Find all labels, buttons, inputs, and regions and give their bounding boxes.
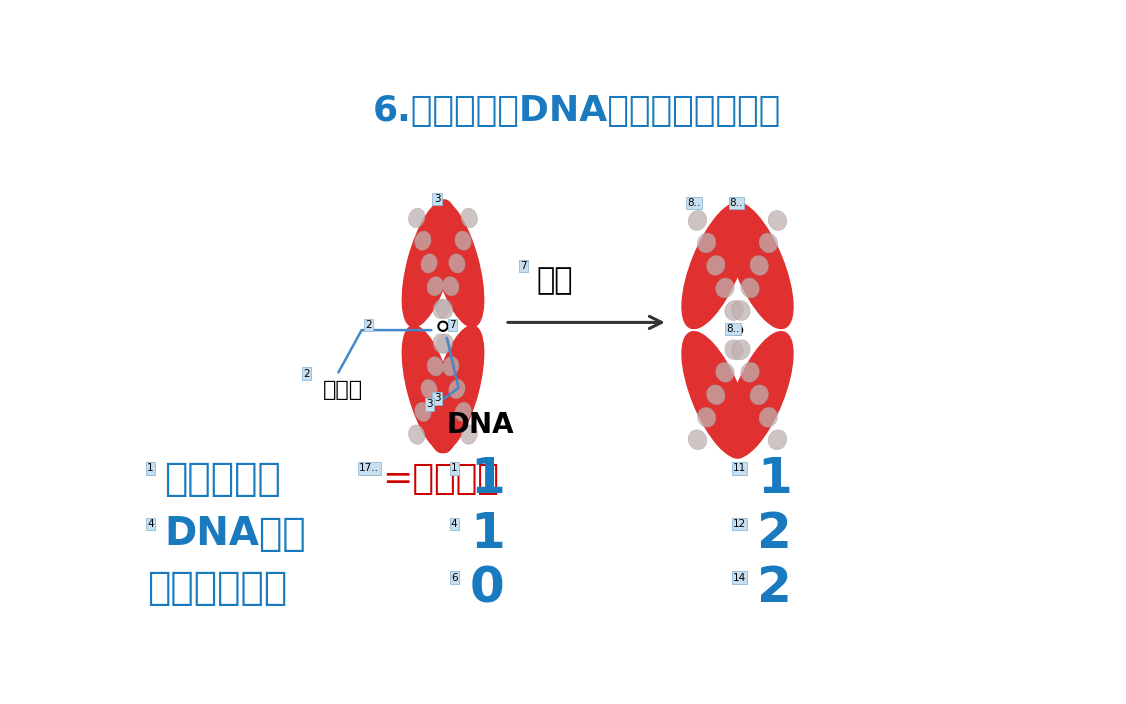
Ellipse shape	[750, 385, 768, 405]
Ellipse shape	[682, 202, 750, 329]
Ellipse shape	[706, 385, 725, 405]
Text: 染色单体数：: 染色单体数：	[148, 569, 287, 607]
Text: 2: 2	[757, 510, 792, 558]
Circle shape	[441, 324, 445, 328]
Text: 着丝粒: 着丝粒	[323, 380, 363, 400]
Text: 8..: 8..	[726, 324, 740, 334]
Circle shape	[735, 328, 740, 332]
Text: 1: 1	[450, 463, 457, 473]
Text: DNA: DNA	[447, 411, 515, 439]
Ellipse shape	[697, 408, 716, 427]
Ellipse shape	[741, 363, 759, 382]
Ellipse shape	[409, 208, 425, 227]
Ellipse shape	[449, 253, 465, 273]
Ellipse shape	[409, 425, 425, 444]
Ellipse shape	[430, 200, 484, 327]
Ellipse shape	[434, 299, 449, 319]
Text: 17..: 17..	[359, 463, 379, 473]
Ellipse shape	[688, 430, 707, 450]
Ellipse shape	[716, 278, 734, 298]
Ellipse shape	[750, 256, 768, 275]
Ellipse shape	[443, 277, 459, 296]
Text: 8..: 8..	[687, 199, 700, 208]
Text: 8..: 8..	[730, 199, 743, 208]
Text: 14: 14	[733, 572, 747, 583]
Ellipse shape	[688, 210, 707, 230]
Text: 6: 6	[450, 572, 457, 583]
Ellipse shape	[443, 357, 459, 376]
Text: 11: 11	[733, 463, 747, 473]
Ellipse shape	[427, 357, 444, 376]
Ellipse shape	[682, 332, 750, 458]
Ellipse shape	[768, 430, 787, 450]
Ellipse shape	[455, 402, 472, 422]
Text: 2: 2	[304, 369, 310, 379]
Ellipse shape	[402, 200, 456, 327]
Text: DNA数：: DNA数：	[164, 515, 306, 553]
Text: 1: 1	[148, 463, 153, 473]
Ellipse shape	[414, 402, 431, 422]
Ellipse shape	[759, 408, 778, 427]
Text: 4: 4	[450, 519, 457, 529]
Text: 复制: 复制	[536, 266, 572, 295]
Ellipse shape	[461, 208, 477, 227]
Text: 染色体数：: 染色体数：	[164, 460, 280, 498]
Text: 0: 0	[471, 564, 504, 612]
Text: 1: 1	[471, 455, 504, 503]
Ellipse shape	[461, 425, 477, 444]
Ellipse shape	[421, 253, 437, 273]
Ellipse shape	[725, 332, 793, 458]
Text: 3: 3	[426, 399, 432, 410]
Text: 1: 1	[471, 510, 504, 558]
Text: 7: 7	[520, 260, 527, 271]
Ellipse shape	[449, 379, 465, 398]
Ellipse shape	[414, 231, 431, 251]
Ellipse shape	[437, 334, 453, 353]
Ellipse shape	[759, 233, 778, 253]
Text: 6.染色体数、DNA数、染色单体数：: 6.染色体数、DNA数、染色单体数：	[373, 94, 781, 127]
Ellipse shape	[437, 299, 453, 319]
Text: 2: 2	[366, 320, 372, 330]
Ellipse shape	[402, 326, 456, 453]
Ellipse shape	[741, 278, 759, 298]
Text: 4: 4	[148, 519, 153, 529]
Text: 12: 12	[733, 519, 747, 529]
Ellipse shape	[427, 277, 444, 296]
Text: =着丝粒数: =着丝粒数	[383, 462, 500, 496]
Ellipse shape	[725, 301, 743, 320]
Ellipse shape	[716, 363, 734, 382]
Ellipse shape	[430, 326, 484, 453]
Ellipse shape	[732, 340, 750, 360]
Text: 3: 3	[434, 394, 440, 403]
Text: 2: 2	[757, 564, 792, 612]
Text: 7: 7	[449, 320, 456, 330]
Ellipse shape	[706, 256, 725, 275]
Ellipse shape	[697, 233, 716, 253]
Ellipse shape	[455, 231, 472, 251]
Ellipse shape	[725, 202, 793, 329]
Text: 3: 3	[434, 194, 440, 204]
Ellipse shape	[732, 301, 750, 320]
Ellipse shape	[768, 210, 787, 230]
Ellipse shape	[725, 340, 743, 360]
Ellipse shape	[434, 334, 449, 353]
Ellipse shape	[421, 379, 437, 398]
Text: 1: 1	[757, 455, 792, 503]
